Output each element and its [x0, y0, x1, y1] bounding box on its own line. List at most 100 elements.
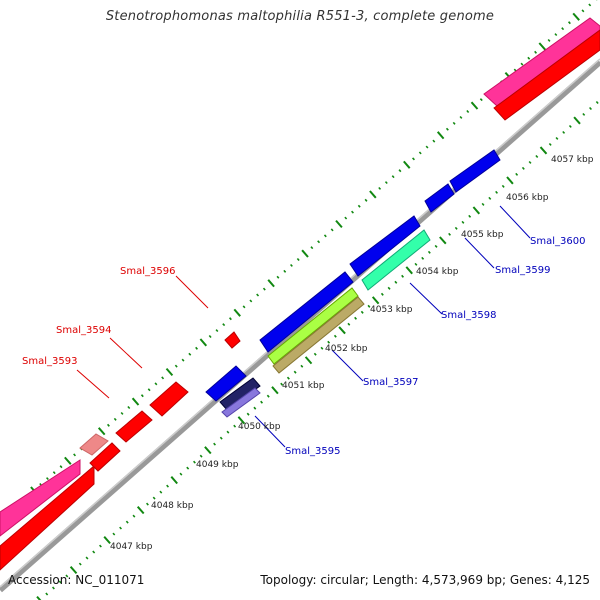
minor-tick: [159, 490, 163, 494]
minor-tick: [147, 388, 151, 392]
gene-red-small-a[interactable]: [89, 442, 121, 472]
minor-tick: [260, 400, 264, 404]
minor-tick: [246, 412, 250, 416]
minor-tick: [481, 202, 485, 206]
minor-tick: [414, 262, 418, 266]
kbp-label: 4054 kbp: [416, 267, 459, 277]
minor-tick: [588, 3, 592, 7]
minor-tick: [582, 112, 586, 116]
minor-tick: [310, 246, 314, 250]
forward-gene-label[interactable]: Smal_3593: [22, 356, 77, 367]
minor-tick: [367, 304, 371, 308]
kbp-label: 4050 kbp: [238, 422, 281, 432]
gene-smal-3596[interactable]: [224, 331, 241, 349]
minor-tick: [222, 323, 226, 327]
minor-tick: [432, 139, 436, 143]
minor-tick: [561, 27, 565, 31]
minor-tick: [313, 352, 317, 356]
major-tick: [301, 249, 309, 258]
minor-tick: [174, 364, 178, 368]
reverse-strand-genes: [205, 149, 501, 418]
minor-tick: [454, 226, 458, 230]
minor-tick: [520, 62, 524, 66]
gene-pink-left[interactable]: [0, 459, 81, 537]
minor-tick: [384, 181, 388, 185]
major-tick: [237, 416, 246, 425]
gene-smal-3598-cyan[interactable]: [361, 229, 431, 291]
minor-tick: [387, 286, 391, 290]
accession-text: Accession: NC_011071: [8, 573, 145, 587]
forward-strand-genes: [0, 17, 600, 571]
minor-tick: [300, 364, 304, 368]
major-tick: [233, 308, 241, 317]
minor-tick: [459, 115, 463, 119]
major-tick: [472, 206, 481, 215]
gene-smal-3600[interactable]: [449, 149, 501, 193]
kbp-label: 4049 kbp: [196, 460, 239, 470]
minor-tick: [351, 210, 354, 214]
minor-tick: [125, 520, 129, 524]
minor-tick: [228, 317, 232, 321]
gene-smal-3593[interactable]: [79, 433, 109, 456]
minor-tick: [412, 157, 415, 161]
forward-gene-label-group: Smal_3593 Smal_3594 Smal_3596: [22, 266, 175, 367]
reverse-gene-label[interactable]: Smal_3599: [495, 265, 550, 276]
minor-tick: [296, 257, 300, 262]
minor-tick: [181, 358, 185, 362]
gene-blue-mid[interactable]: [349, 215, 421, 277]
minor-tick: [120, 411, 124, 415]
minor-tick: [280, 382, 284, 386]
major-tick: [538, 42, 547, 51]
gene-pink-right[interactable]: [483, 17, 600, 107]
minor-tick: [85, 556, 89, 560]
minor-tick: [527, 56, 531, 60]
minor-tick: [320, 346, 324, 350]
gene-smal-3595-violet[interactable]: [221, 387, 261, 418]
minor-tick: [357, 204, 361, 208]
forward-gene-label[interactable]: Smal_3596: [120, 266, 175, 277]
gene-blue-long[interactable]: [259, 271, 354, 353]
gene-smal-3597-yellowgreen[interactable]: [267, 287, 359, 365]
minor-tick: [140, 394, 144, 398]
minor-tick: [249, 299, 253, 303]
minor-tick: [528, 160, 532, 164]
minor-tick: [427, 250, 431, 254]
gene-smal-3594[interactable]: [149, 381, 189, 417]
major-tick: [539, 146, 548, 155]
minor-tick: [262, 287, 266, 291]
reverse-gene-label[interactable]: Smal_3595: [285, 446, 340, 457]
minor-tick: [391, 175, 395, 179]
gene-blue-small[interactable]: [205, 365, 247, 402]
kbp-label: 4057 kbp: [551, 155, 594, 165]
minor-tick: [461, 220, 465, 224]
major-tick: [572, 12, 580, 21]
major-tick: [506, 176, 514, 185]
minor-tick: [448, 232, 451, 236]
gene-smal-3597-tan[interactable]: [272, 296, 365, 374]
minor-tick: [425, 145, 429, 149]
gene-red-right[interactable]: [493, 29, 600, 121]
reverse-gene-label[interactable]: Smal_3598: [441, 310, 496, 321]
minor-tick: [364, 198, 368, 202]
gene-red-small-b[interactable]: [115, 410, 153, 443]
reverse-gene-label[interactable]: Smal_3600: [530, 236, 585, 247]
minor-tick: [354, 316, 358, 320]
reverse-gene-label[interactable]: Smal_3597: [363, 377, 418, 388]
gene-smal-3595-navy[interactable]: [219, 377, 261, 411]
gene-red-left[interactable]: [0, 464, 95, 571]
minor-tick: [581, 9, 585, 13]
minor-tick: [99, 544, 102, 548]
minor-tick: [501, 184, 505, 188]
minor-tick: [46, 477, 49, 481]
major-tick: [573, 116, 581, 125]
major-tick: [338, 326, 346, 335]
gene-smal-3599[interactable]: [424, 183, 455, 213]
minor-tick: [113, 417, 117, 421]
minor-tick: [78, 562, 82, 566]
forward-gene-label[interactable]: Smal_3594: [56, 325, 111, 336]
minor-tick: [127, 405, 131, 410]
minor-tick: [548, 142, 552, 146]
minor-tick: [106, 423, 110, 427]
